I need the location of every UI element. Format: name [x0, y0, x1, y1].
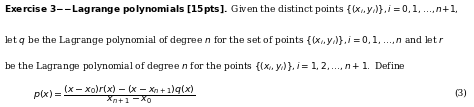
Text: $\mathbf{Exercise\ 3\!-\!\!-\!Lagrange\ polynomials\ [15pts].}$: $\mathbf{Exercise\ 3\!-\!\!-\!Lagrange\ … [4, 3, 228, 16]
Text: (3): (3) [454, 89, 467, 98]
Text: $p(x) = \dfrac{(x - x_0)r(x) - (x - x_{n+1})q(x)}{x_{n+1} - x_0}$: $p(x) = \dfrac{(x - x_0)r(x) - (x - x_{n… [33, 83, 195, 106]
Text: let $q$ be the Lagrange polynomial of degree $n$ for the set of points $\{(x_i, : let $q$ be the Lagrange polynomial of de… [4, 34, 445, 47]
Text: Given the distinct points $\{(x_i, y_i)\}, i = 0, 1, \ldots, n{+}1,$: Given the distinct points $\{(x_i, y_i)\… [228, 3, 458, 16]
Text: be the Lagrange polynomial of degree $n$ for the points $\{(x_i, y_i)\}, i = 1, : be the Lagrange polynomial of degree $n$… [4, 60, 406, 73]
